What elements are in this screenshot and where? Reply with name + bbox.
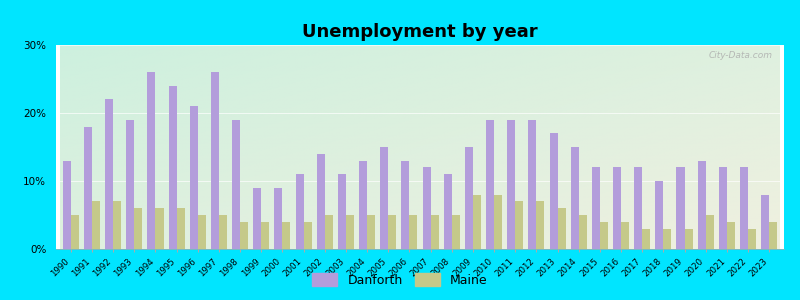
Bar xyxy=(740,167,748,249)
Bar xyxy=(402,160,410,249)
Bar xyxy=(452,215,460,249)
Bar xyxy=(642,229,650,249)
Bar xyxy=(367,215,375,249)
Bar xyxy=(515,201,523,249)
Bar xyxy=(444,174,452,249)
Bar xyxy=(600,222,608,249)
Bar xyxy=(134,208,142,249)
Bar xyxy=(155,208,163,249)
Bar xyxy=(126,120,134,249)
Bar xyxy=(570,147,578,249)
Bar xyxy=(240,222,248,249)
Bar xyxy=(422,167,430,249)
Bar xyxy=(282,222,290,249)
Bar xyxy=(71,215,79,249)
Bar xyxy=(388,215,396,249)
Bar xyxy=(486,120,494,249)
Bar xyxy=(211,72,219,249)
Bar xyxy=(338,174,346,249)
Bar xyxy=(507,120,515,249)
Bar xyxy=(232,120,240,249)
Bar xyxy=(113,201,121,249)
Bar xyxy=(655,181,663,249)
Legend: Danforth, Maine: Danforth, Maine xyxy=(309,270,491,291)
Title: Unemployment by year: Unemployment by year xyxy=(302,23,538,41)
Bar xyxy=(727,222,735,249)
Bar xyxy=(592,167,600,249)
Bar xyxy=(685,229,693,249)
Bar xyxy=(219,215,227,249)
Bar xyxy=(578,215,586,249)
Bar xyxy=(105,99,113,249)
Bar xyxy=(494,195,502,249)
Bar xyxy=(380,147,388,249)
Bar xyxy=(198,215,206,249)
Bar xyxy=(295,174,304,249)
Bar xyxy=(748,229,756,249)
Text: City-Data.com: City-Data.com xyxy=(709,51,773,60)
Bar xyxy=(190,106,198,249)
Bar xyxy=(84,127,92,249)
Bar xyxy=(317,154,325,249)
Bar xyxy=(62,160,71,249)
Bar xyxy=(634,167,642,249)
Bar xyxy=(677,167,685,249)
Bar xyxy=(698,160,706,249)
Bar xyxy=(719,167,727,249)
Bar xyxy=(613,167,621,249)
Bar xyxy=(254,188,262,249)
Bar xyxy=(558,208,566,249)
Bar xyxy=(528,120,536,249)
Bar xyxy=(550,134,558,249)
Bar xyxy=(262,222,270,249)
Bar xyxy=(430,215,438,249)
Bar xyxy=(621,222,629,249)
Bar xyxy=(536,201,545,249)
Bar xyxy=(169,86,177,249)
Bar xyxy=(346,215,354,249)
Bar xyxy=(325,215,333,249)
Bar xyxy=(304,222,312,249)
Bar xyxy=(147,72,155,249)
Bar xyxy=(274,188,282,249)
Bar xyxy=(410,215,418,249)
Bar xyxy=(359,160,367,249)
Bar xyxy=(473,195,481,249)
Bar xyxy=(769,222,778,249)
Bar xyxy=(465,147,473,249)
Bar xyxy=(761,195,769,249)
Bar xyxy=(92,201,100,249)
Bar xyxy=(706,215,714,249)
Bar xyxy=(177,208,185,249)
Bar xyxy=(663,229,671,249)
